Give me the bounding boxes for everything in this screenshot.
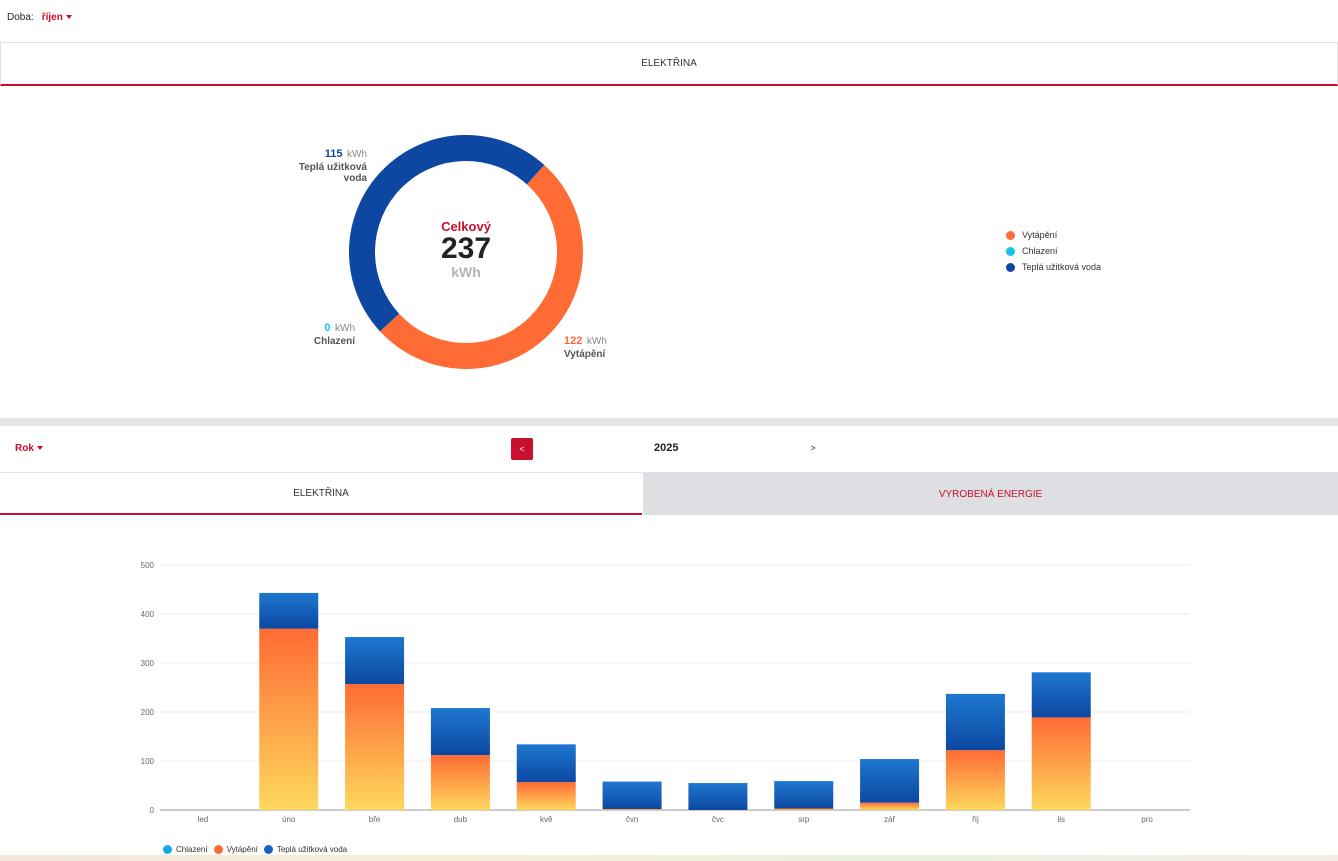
donut-center-unit: kWh (451, 264, 481, 280)
previous-year-button[interactable]: < (511, 438, 533, 460)
year-navigation-bar (0, 426, 1338, 473)
year-value: 2025 (654, 442, 679, 454)
bar-říj-2[interactable] (945, 693, 1005, 751)
x-tick-label: srp (798, 815, 810, 824)
chart-legend-item-heating[interactable]: Vytápění (213, 845, 258, 854)
donut-center-title: Celkový (441, 219, 491, 234)
legend-dot-icon (1006, 230, 1015, 240)
legend-dot-icon (213, 845, 223, 854)
legend-label: Chlazení (1022, 246, 1058, 256)
next-year-button[interactable]: > (806, 440, 820, 456)
bar-zář-2[interactable] (860, 759, 920, 803)
x-tick-label: zář (884, 815, 895, 824)
bar-čvc-2[interactable] (688, 783, 748, 810)
chevron-left-icon: < (519, 444, 525, 454)
x-tick-label: kvě (540, 815, 553, 824)
bar-úno-1[interactable] (259, 628, 319, 810)
cooling-name: Chlazení (313, 336, 355, 347)
x-tick-label: pro (1141, 815, 1153, 824)
bar-dub-1[interactable] (430, 755, 490, 810)
bar-srp-1[interactable] (774, 808, 834, 810)
legend-item-cooling[interactable]: Chlazení (1006, 243, 1101, 259)
bar-bře-2[interactable] (345, 637, 405, 685)
legend-item-heating[interactable]: Vytápění (1006, 227, 1101, 243)
bottom-strip (0, 855, 1338, 861)
bar-srp-2[interactable] (774, 781, 834, 809)
chart-legend-item-cooling[interactable]: Chlazení (163, 845, 208, 854)
hot-water-value: 115 (324, 148, 343, 160)
chart-legend-item-hot-water[interactable]: Teplá užitková voda (263, 845, 348, 854)
tab-electricity[interactable]: ELEKTŘINA (0, 473, 642, 515)
granularity-label: Rok (15, 443, 34, 454)
x-tick-label: říj (972, 815, 979, 824)
x-tick-label: čvc (712, 815, 724, 824)
legend-label: Vytápění (226, 845, 258, 854)
bar-říj-1[interactable] (945, 750, 1005, 810)
tab-label: ELEKTŘINA (293, 487, 349, 499)
donut-segment-0[interactable] (380, 165, 583, 369)
bar-čvn-1[interactable] (602, 809, 662, 810)
donut-legend: Vytápění Chlazení Teplá užitková voda (1006, 227, 1101, 275)
legend-label: Teplá užitková voda (1022, 262, 1102, 272)
y-tick-label: 300 (141, 659, 155, 668)
y-tick-label: 200 (141, 708, 155, 717)
x-tick-label: čvn (626, 815, 638, 824)
donut-center-value: 237 (440, 232, 492, 265)
cooling-label: 0 kWh Chlazení (290, 318, 355, 347)
heating-name: Vytápění (564, 349, 606, 360)
bar-bře-1[interactable] (345, 684, 405, 810)
bar-chart: 0 100 200 300 400 500 led úno bře dub kvě čvn čvc srp… (141, 561, 1190, 824)
tab-label: VYROBENÁ ENERGIE (938, 488, 1043, 500)
tab-label: ELEKTŘINA (641, 58, 697, 69)
chevron-right-icon: > (810, 443, 816, 453)
chart-legend: Chlazení Vytápění Teplá užitková voda (163, 845, 353, 854)
heating-value: 122 (564, 335, 583, 347)
y-tick-label: 0 (150, 806, 155, 815)
legend-item-hot-water[interactable]: Teplá užitková voda (1006, 259, 1101, 275)
bar-kvě-1[interactable] (516, 782, 576, 810)
bar-zář-1[interactable] (860, 802, 920, 810)
x-tick-label: led (198, 815, 209, 824)
hot-water-name: Teplá užitková voda (298, 162, 367, 184)
x-tick-label: úno (282, 815, 296, 824)
legend-dot-icon (163, 845, 172, 854)
heating-label: 122 kWh Vytápění (564, 331, 607, 360)
section-separator (0, 418, 1338, 426)
bar-lis-1[interactable] (1031, 717, 1091, 810)
cooling-unit: kWh (335, 323, 355, 334)
hot-water-label: 115 kWh Teplá užitková voda (274, 144, 367, 184)
y-tick-label: 400 (141, 610, 155, 619)
tab-produced-energy[interactable]: VYROBENÁ ENERGIE (643, 473, 1338, 515)
donut-center: Celkový 237 kWh (406, 219, 526, 280)
bar-čvn-2[interactable] (602, 781, 662, 810)
period-value: říjen (41, 12, 63, 23)
x-tick-label: dub (454, 815, 468, 824)
x-tick-label: lis (1057, 815, 1065, 824)
legend-dot-icon (1006, 246, 1015, 256)
legend-dot-icon (263, 845, 273, 854)
donut-segment-2[interactable] (349, 135, 545, 332)
donut-chart (349, 135, 583, 369)
legend-label: Chlazení (176, 845, 208, 854)
bar-úno-2[interactable] (259, 592, 319, 629)
bar-dub-2[interactable] (430, 708, 490, 756)
chevron-down-icon (65, 15, 72, 20)
chevron-down-icon (36, 446, 43, 451)
legend-label: Vytápění (1022, 230, 1058, 240)
period-dropdown[interactable]: říjen (42, 12, 72, 23)
heating-unit: kWh (586, 336, 607, 347)
bar-lis-2[interactable] (1031, 672, 1091, 718)
legend-label: Teplá užitková voda (276, 845, 348, 854)
y-tick-label: 500 (141, 561, 155, 570)
y-tick-label: 100 (141, 757, 155, 766)
period-selector: Doba: říjen (7, 12, 72, 23)
granularity-dropdown[interactable]: Rok (15, 443, 43, 454)
legend-dot-icon (1006, 262, 1015, 272)
hot-water-unit: kWh (347, 149, 367, 160)
tab-electricity-summary[interactable]: ELEKTŘINA (0, 42, 1338, 86)
cooling-value: 0 (324, 322, 331, 334)
bar-kvě-2[interactable] (516, 744, 576, 783)
period-label: Doba: (7, 12, 34, 23)
x-tick-label: bře (369, 815, 381, 824)
